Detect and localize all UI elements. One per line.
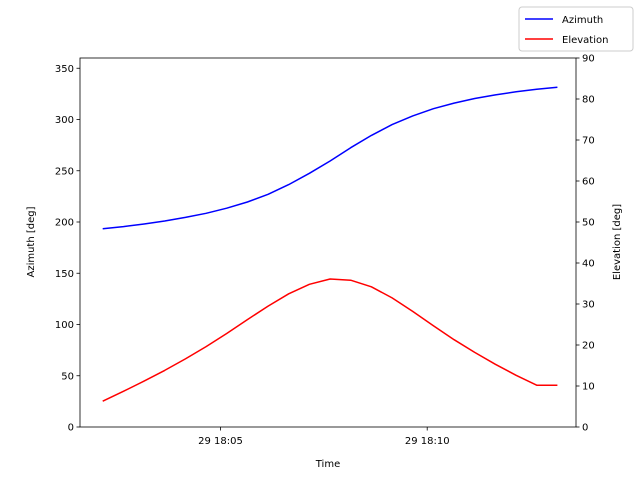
x-axis-label: Time [315, 459, 340, 470]
series-line-elevation [102, 278, 558, 402]
y-right-tick-label: 60 [582, 177, 595, 188]
y-right-tick-label: 70 [582, 136, 595, 147]
series-lines [102, 86, 558, 402]
y-right-tick-label: 20 [582, 341, 595, 352]
y-right-tick-label: 0 [582, 423, 588, 434]
y-axis-right-label: Elevation [deg] [612, 204, 623, 280]
y-axis-left-label: Azimuth [deg] [26, 206, 37, 277]
y-right-tick-label: 80 [582, 95, 595, 106]
series-line-azimuth [102, 86, 558, 230]
y-left-tick-label: 150 [55, 269, 74, 280]
y-left-tick-label: 100 [55, 320, 74, 331]
y-right-tick-label: 90 [582, 54, 595, 65]
x-tick-label: 29 18:10 [405, 436, 450, 447]
x-tick-label: 29 18:05 [198, 436, 243, 447]
y-left-tick-label: 200 [55, 218, 74, 229]
legend-label-elevation: Elevation [562, 35, 608, 46]
y-left-tick-label: 250 [55, 166, 74, 177]
legend: Azimuth Elevation [518, 6, 634, 52]
y-right-tick-label: 40 [582, 259, 595, 270]
y-left-tick-label: 350 [55, 64, 74, 75]
y-left-tick-label: 0 [68, 423, 74, 434]
y-right-tick-label: 10 [582, 382, 595, 393]
y-left-tick-label: 300 [55, 115, 74, 126]
axes-frame [79, 57, 577, 428]
legend-label-azimuth: Azimuth [562, 15, 603, 26]
y-left-tick-label: 50 [61, 371, 74, 382]
legend-box [518, 6, 634, 52]
y-right-tick-label: 50 [582, 218, 595, 229]
axes: 0 50 100 150 200 250 300 350 0 10 20 30 40 50 60 70 80 90… [55, 54, 595, 448]
y-right-tick-label: 30 [582, 300, 595, 311]
